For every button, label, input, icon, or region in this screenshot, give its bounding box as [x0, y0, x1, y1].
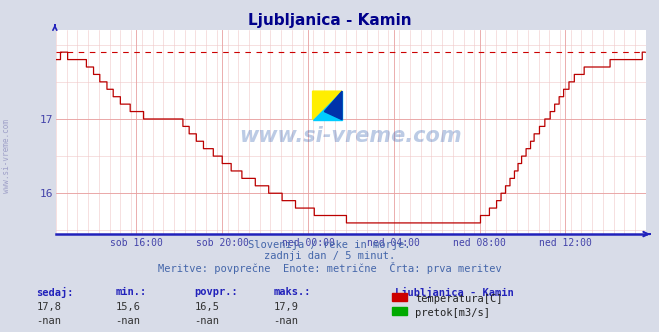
Polygon shape: [312, 91, 342, 120]
Polygon shape: [312, 91, 342, 120]
Polygon shape: [324, 91, 342, 120]
Text: sedaj:: sedaj:: [36, 287, 74, 298]
Text: pretok[m3/s]: pretok[m3/s]: [415, 308, 490, 318]
Text: zadnji dan / 5 minut.: zadnji dan / 5 minut.: [264, 251, 395, 261]
Text: povpr.:: povpr.:: [194, 287, 238, 297]
Text: 17,9: 17,9: [273, 302, 299, 312]
Text: www.si-vreme.com: www.si-vreme.com: [240, 126, 462, 146]
Text: Slovenija / reke in morje.: Slovenija / reke in morje.: [248, 240, 411, 250]
Text: Ljubljanica - Kamin: Ljubljanica - Kamin: [395, 287, 514, 298]
Text: -nan: -nan: [115, 316, 140, 326]
Text: -nan: -nan: [273, 316, 299, 326]
Text: 15,6: 15,6: [115, 302, 140, 312]
Text: 16,5: 16,5: [194, 302, 219, 312]
Text: min.:: min.:: [115, 287, 146, 297]
Text: -nan: -nan: [194, 316, 219, 326]
Text: temperatura[C]: temperatura[C]: [415, 294, 503, 304]
Text: www.si-vreme.com: www.si-vreme.com: [2, 119, 11, 193]
Text: Ljubljanica - Kamin: Ljubljanica - Kamin: [248, 13, 411, 28]
Text: maks.:: maks.:: [273, 287, 311, 297]
Text: Meritve: povprečne  Enote: metrične  Črta: prva meritev: Meritve: povprečne Enote: metrične Črta:…: [158, 262, 501, 274]
Text: -nan: -nan: [36, 316, 61, 326]
Text: 17,8: 17,8: [36, 302, 61, 312]
